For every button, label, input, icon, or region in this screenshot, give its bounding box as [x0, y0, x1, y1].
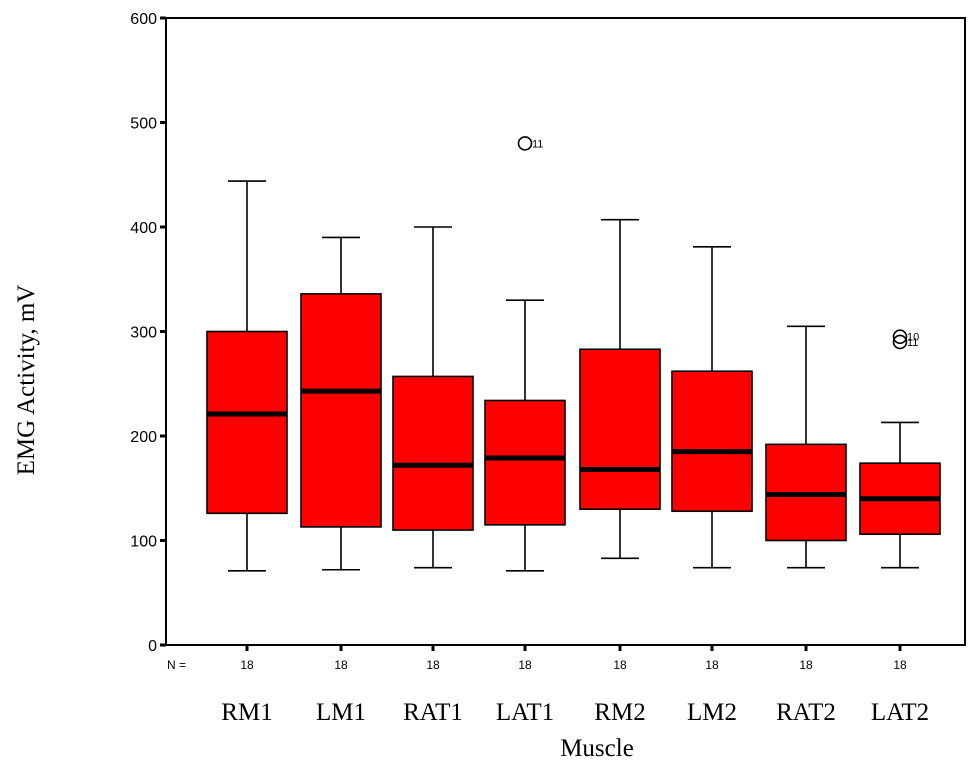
x-tick-label-rat1: RAT1: [403, 699, 463, 726]
iqr-box: [579, 348, 661, 510]
x-tick-label-lm2: LM2: [687, 699, 737, 726]
outlier-marker: [517, 136, 533, 151]
n-value-rat1: 18: [426, 658, 440, 672]
x-tick-label-rm1: RM1: [221, 699, 272, 726]
box-lm1: [300, 236, 382, 571]
n-value-lat2: 18: [893, 658, 907, 672]
n-value-lat1: 18: [518, 658, 532, 672]
outlier-marker: [892, 334, 908, 350]
outlier-label: 11: [907, 337, 918, 349]
box-rm1: [206, 180, 288, 572]
x-tick-label-lat2: LAT2: [871, 699, 929, 726]
outlier-label: 11: [532, 138, 543, 150]
iqr-box: [206, 330, 288, 515]
y-tick-label-100: 100: [130, 534, 157, 551]
box-rm2: [579, 218, 661, 560]
y-tick-label-200: 200: [130, 429, 157, 446]
x-axis-title: Muscle: [560, 735, 634, 762]
n-value-lm2: 18: [705, 658, 719, 672]
box-rat2: [765, 325, 847, 569]
y-tick-label-500: 500: [130, 116, 157, 133]
sample-size-row: N = 18 18 18 18 18 18 18 18: [167, 645, 907, 672]
n-value-rat2: 18: [799, 658, 813, 672]
n-prefix-label: N =: [167, 658, 186, 672]
n-value-lm1: 18: [334, 658, 348, 672]
y-axis-title: EMG Activity, mV: [13, 285, 40, 476]
n-value-rm2: 18: [613, 658, 627, 672]
box-rat1: [392, 226, 474, 569]
y-tick-label-400: 400: [130, 220, 157, 237]
outlier-marker: [892, 329, 908, 345]
y-tick-label-600: 600: [130, 11, 157, 28]
x-tick-label-lat1: LAT1: [496, 699, 554, 726]
x-tick-label-rat2: RAT2: [776, 699, 836, 726]
box-lat1: 11: [484, 136, 566, 572]
x-tick-label-rm2: RM2: [594, 699, 645, 726]
x-tick-label-lm1: LM1: [316, 699, 366, 726]
iqr-box: [484, 399, 566, 526]
iqr-box: [392, 375, 474, 531]
y-tick-label-0: 0: [148, 638, 157, 655]
x-axis-category-labels: RM1 LM1 RAT1 LAT1 RM2 LM2 RAT2 LAT2: [221, 699, 929, 726]
outlier-label: 10: [907, 332, 919, 344]
n-value-rm1: 18: [240, 658, 254, 672]
box-lm2: [671, 246, 753, 569]
y-axis: 0 100 200 300 400 500 600: [130, 11, 166, 655]
iqr-box: [300, 293, 382, 528]
y-tick-label-300: 300: [130, 325, 157, 342]
iqr-box: [671, 370, 753, 513]
